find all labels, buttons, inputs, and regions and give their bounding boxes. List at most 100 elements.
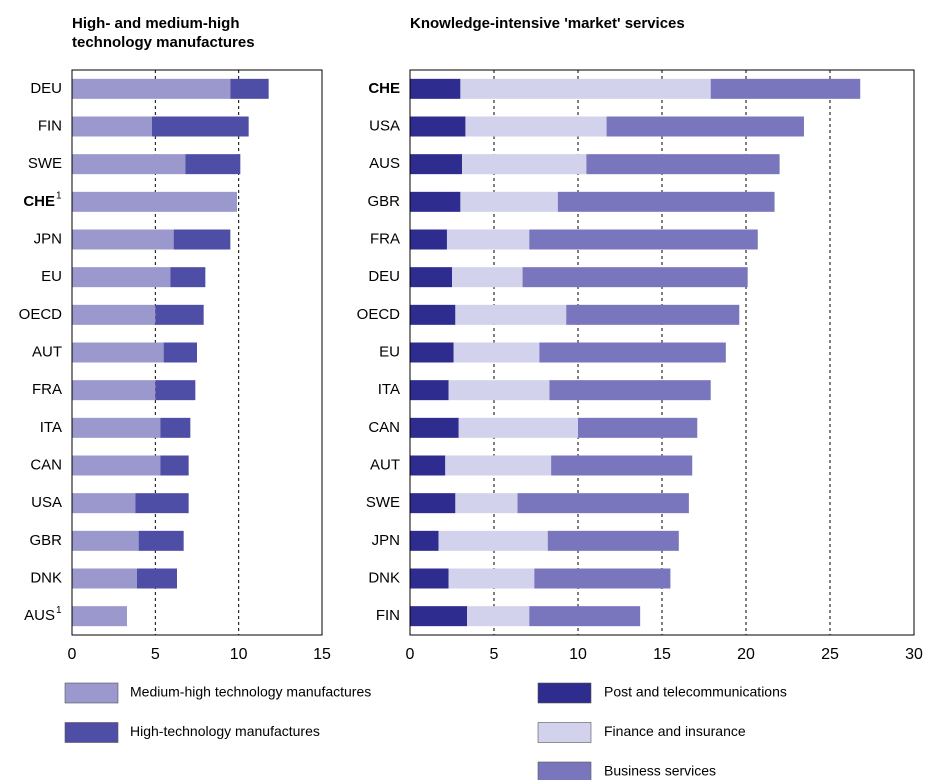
bar-segment [467, 606, 530, 627]
legend-label: Business services [604, 763, 716, 779]
plot-frame [71, 69, 323, 636]
category-label: AUT [32, 343, 62, 360]
x-tick-label: 5 [151, 646, 160, 663]
bar-segment [72, 606, 127, 627]
footnote-marker: 1 [56, 605, 62, 616]
bar-segment [410, 493, 456, 514]
bar-segment [566, 304, 740, 325]
footnote-marker: 1 [56, 190, 62, 201]
x-tick-label: 25 [821, 646, 839, 663]
x-tick-label: 15 [653, 646, 671, 663]
bar-segment [448, 568, 535, 589]
bar-segment [410, 229, 447, 250]
x-tick-label: 0 [68, 646, 77, 663]
legend-swatch [537, 722, 592, 743]
category-label: CHE [368, 80, 400, 97]
bar-segment [551, 455, 693, 476]
category-label: SWE [28, 155, 62, 172]
bar-segment [137, 568, 177, 589]
bar-segment [438, 530, 548, 551]
bar-segment [529, 606, 641, 627]
category-label: OECD [357, 306, 401, 323]
bar-segment [410, 606, 468, 627]
category-label: ITA [378, 381, 400, 398]
bar-segment [578, 417, 698, 438]
x-tick-label: 20 [737, 646, 755, 663]
bar-segment [446, 229, 530, 250]
bar-segment [72, 380, 156, 401]
category-label: FIN [38, 117, 62, 134]
category-label: DEU [368, 268, 400, 285]
bar-segment [72, 342, 164, 363]
legend-swatch [537, 761, 592, 780]
bar-segment [72, 493, 136, 514]
bar-segment [163, 342, 197, 363]
category-label: CAN [368, 419, 400, 436]
category-label: USA [31, 494, 62, 511]
bar-segment [135, 493, 189, 514]
category-label: JPN [34, 230, 62, 247]
bar-segment [170, 267, 206, 288]
bar-segment [410, 78, 461, 99]
category-label: USA [369, 117, 400, 134]
bar-segment [410, 417, 459, 438]
bar-segment [710, 78, 861, 99]
bar-segment [445, 455, 552, 476]
x-tick-label: 10 [230, 646, 248, 663]
bar-segment [547, 530, 679, 551]
category-label: FRA [370, 230, 400, 247]
category-label: AUT [370, 456, 400, 473]
bar-segment [410, 191, 461, 212]
bar-segment [72, 417, 161, 438]
bar-segment [173, 229, 231, 250]
legend-label: Post and telecommunications [604, 684, 787, 700]
bar-segment [458, 417, 578, 438]
bar-segment [410, 380, 449, 401]
bar-segment [72, 304, 156, 325]
bar-segment [462, 154, 587, 175]
bar-segment [72, 455, 161, 476]
bar-segment [410, 530, 439, 551]
bar-segment [410, 304, 456, 325]
bar-segment [72, 229, 174, 250]
x-tick-label: 10 [569, 646, 587, 663]
bar-segment [152, 116, 249, 137]
x-tick-label: 15 [313, 646, 331, 663]
category-label: EU [41, 268, 62, 285]
category-label: GBR [367, 193, 400, 210]
x-tick-label: 0 [406, 646, 415, 663]
bar-segment [460, 191, 558, 212]
bar-segment [410, 154, 463, 175]
bar-segment [72, 568, 137, 589]
bar-segment [557, 191, 775, 212]
bar-segment [455, 493, 518, 514]
legend-swatch [64, 722, 119, 743]
legend-swatch [537, 682, 592, 704]
legend-label: Medium-high technology manufactures [130, 684, 371, 700]
category-label: DEU [30, 80, 62, 97]
bar-segment [549, 380, 711, 401]
bar-segment [465, 116, 607, 137]
category-label: FIN [376, 607, 400, 624]
category-label: AUS [24, 607, 55, 624]
bar-segment [155, 380, 196, 401]
bar-segment [410, 342, 454, 363]
legend-swatch [64, 682, 119, 704]
bar-segment [534, 568, 671, 589]
bar-segment [155, 304, 204, 325]
bar-segment [448, 380, 550, 401]
bar-segment [455, 304, 567, 325]
bar-segment [230, 78, 269, 99]
category-label: FRA [32, 381, 62, 398]
category-label: CAN [30, 456, 62, 473]
bar-segment [160, 455, 189, 476]
bar-segment [410, 116, 466, 137]
legend-label: High-technology manufactures [130, 723, 320, 739]
bar-segment [522, 267, 748, 288]
bar-segment [539, 342, 726, 363]
x-tick-label: 30 [905, 646, 923, 663]
chart-title: High- and medium-high technology manufac… [72, 15, 255, 51]
category-label: GBR [29, 532, 62, 549]
